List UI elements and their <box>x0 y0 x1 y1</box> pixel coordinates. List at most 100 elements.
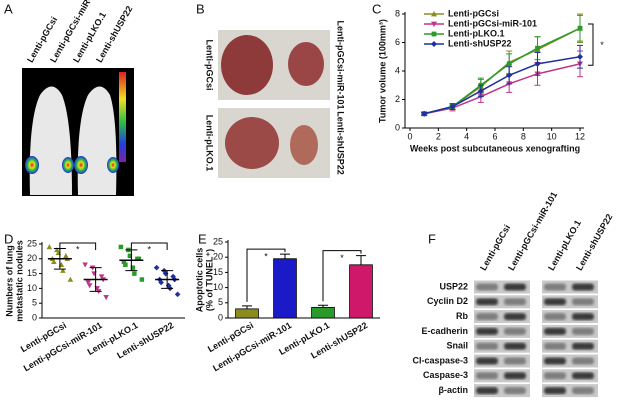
marker <box>86 283 93 289</box>
error-bar <box>280 253 290 259</box>
panel-label: B <box>196 1 205 16</box>
significance-bracket <box>130 242 168 250</box>
row-label: Lenti-pLKO.1 <box>205 115 215 172</box>
y-tick-label: 0 <box>218 312 223 322</box>
y-tick-label: 4 <box>395 65 400 75</box>
x-tick-label: 6 <box>492 131 497 141</box>
y-tick-label: 25 <box>27 238 37 248</box>
y-axis-label: Tumor volume (100mm³) <box>377 19 387 123</box>
band <box>544 327 566 335</box>
marker <box>98 274 105 280</box>
marker <box>535 45 540 51</box>
marker <box>421 110 428 117</box>
y-tick-label: 5 <box>218 297 223 307</box>
band <box>476 342 498 350</box>
marker <box>577 25 583 31</box>
x-tick-label: 2 <box>436 131 441 141</box>
marker <box>85 280 91 286</box>
protein-label: Caspase-3 <box>423 370 468 380</box>
significance-bracket <box>246 248 286 302</box>
marker <box>153 264 160 271</box>
band <box>544 298 566 306</box>
row-label: Lenti-shUSP22 <box>336 111 346 175</box>
y-tick-label: 20 <box>213 252 223 262</box>
band <box>504 327 526 335</box>
band <box>544 357 566 365</box>
band <box>544 387 566 395</box>
y-tick-label: 20 <box>27 253 37 263</box>
sd-bar <box>161 270 174 289</box>
error-bar <box>356 255 366 265</box>
legend-label: Lenti-pLKO.1 <box>448 28 505 38</box>
y-axis-label: metastatic nodules <box>14 240 24 322</box>
signal <box>74 156 88 174</box>
band <box>572 342 594 350</box>
band <box>572 313 594 321</box>
x-tick-label: 4 <box>464 131 469 141</box>
bar <box>349 264 373 319</box>
series-line <box>423 56 581 115</box>
marker <box>506 72 513 79</box>
marker <box>132 271 137 276</box>
marker <box>477 87 484 94</box>
x-tick-label: 12 <box>575 131 585 141</box>
band <box>504 357 526 365</box>
x-tick-label: 8 <box>521 131 526 141</box>
y-tick-label: 6 <box>395 37 400 47</box>
band <box>572 298 594 306</box>
band <box>572 357 594 365</box>
colorbar <box>119 72 126 162</box>
series-line <box>424 63 581 115</box>
tumor <box>221 35 273 95</box>
x-tick-label: 10 <box>547 131 557 141</box>
panel-label: E <box>198 231 207 246</box>
band <box>504 313 526 321</box>
x-tick-label: 0 <box>407 131 412 141</box>
protein-label: β-actin <box>439 385 469 395</box>
band <box>476 327 498 335</box>
protein-label: Cyclin D2 <box>427 296 468 306</box>
marker <box>118 244 124 250</box>
significance-bracket <box>322 250 362 302</box>
marker <box>431 21 437 27</box>
band <box>504 298 526 306</box>
bar <box>273 258 297 319</box>
y-tick-label: 5 <box>32 298 37 308</box>
tumor <box>290 125 318 165</box>
bar <box>311 306 335 319</box>
band <box>572 327 594 335</box>
annotation: * <box>76 244 80 254</box>
marker <box>51 258 57 264</box>
mouse <box>29 86 72 195</box>
protein-label: USP22 <box>439 281 468 291</box>
protein-label: Rb <box>456 311 468 321</box>
band <box>572 372 594 380</box>
y-tick-label: 10 <box>27 283 37 293</box>
marker <box>449 103 456 110</box>
y-tick-label: 15 <box>213 267 223 277</box>
annotation: * <box>600 40 604 50</box>
y-axis-label: Numbers of lung <box>4 245 14 317</box>
marker <box>174 291 181 298</box>
band <box>504 372 526 380</box>
marker <box>60 267 66 273</box>
band <box>544 372 566 380</box>
marker <box>82 262 88 268</box>
marker <box>67 276 74 282</box>
significance-bracket <box>588 23 594 66</box>
marker <box>123 262 128 267</box>
band <box>544 342 566 350</box>
band <box>476 298 498 306</box>
error-bar <box>242 305 252 309</box>
marker <box>139 277 145 282</box>
band <box>544 313 566 321</box>
protein-label: Cl-caspase-3 <box>412 355 468 365</box>
tumor <box>225 117 279 169</box>
band <box>544 283 566 291</box>
y-tick-label: 2 <box>395 94 400 104</box>
y-tick-label: 10 <box>213 282 223 292</box>
panel-label: D <box>4 231 13 246</box>
band <box>572 387 594 395</box>
tumor <box>288 42 324 86</box>
